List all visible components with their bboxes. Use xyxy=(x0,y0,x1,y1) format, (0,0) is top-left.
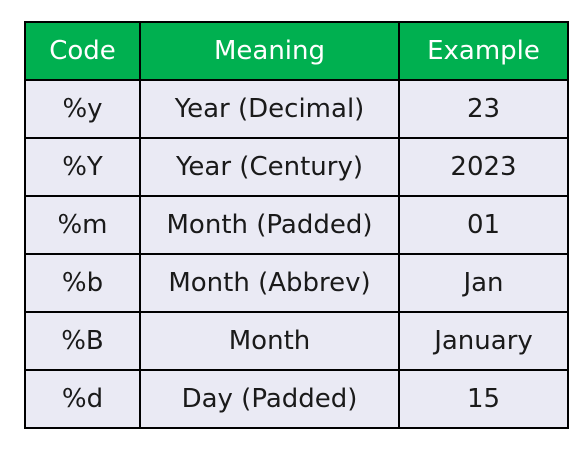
cell-meaning: Month xyxy=(139,311,400,371)
column-header-code: Code xyxy=(24,21,141,81)
cell-code: %B xyxy=(24,311,141,371)
format-codes-table-container: Code Meaning Example %y Year (Decimal) 2… xyxy=(24,21,569,429)
cell-meaning: Month (Abbrev) xyxy=(139,253,400,313)
cell-example: 2023 xyxy=(398,137,569,197)
cell-example: January xyxy=(398,311,569,371)
table-row: %Y Year (Century) 2023 xyxy=(24,137,569,197)
table-row: %B Month January xyxy=(24,311,569,371)
cell-code: %Y xyxy=(24,137,141,197)
cell-code: %d xyxy=(24,369,141,429)
table-row: %d Day (Padded) 15 xyxy=(24,369,569,429)
column-header-example: Example xyxy=(398,21,569,81)
column-header-meaning: Meaning xyxy=(139,21,400,81)
table-row: %b Month (Abbrev) Jan xyxy=(24,253,569,313)
cell-example: 23 xyxy=(398,79,569,139)
format-codes-table: Code Meaning Example %y Year (Decimal) 2… xyxy=(24,21,569,429)
cell-code: %m xyxy=(24,195,141,255)
cell-example: Jan xyxy=(398,253,569,313)
cell-meaning: Year (Decimal) xyxy=(139,79,400,139)
table-row: %m Month (Padded) 01 xyxy=(24,195,569,255)
table-row: %y Year (Decimal) 23 xyxy=(24,79,569,139)
cell-meaning: Month (Padded) xyxy=(139,195,400,255)
cell-meaning: Year (Century) xyxy=(139,137,400,197)
cell-example: 15 xyxy=(398,369,569,429)
cell-meaning: Day (Padded) xyxy=(139,369,400,429)
cell-example: 01 xyxy=(398,195,569,255)
cell-code: %y xyxy=(24,79,141,139)
cell-code: %b xyxy=(24,253,141,313)
table-header-row: Code Meaning Example xyxy=(24,21,569,81)
